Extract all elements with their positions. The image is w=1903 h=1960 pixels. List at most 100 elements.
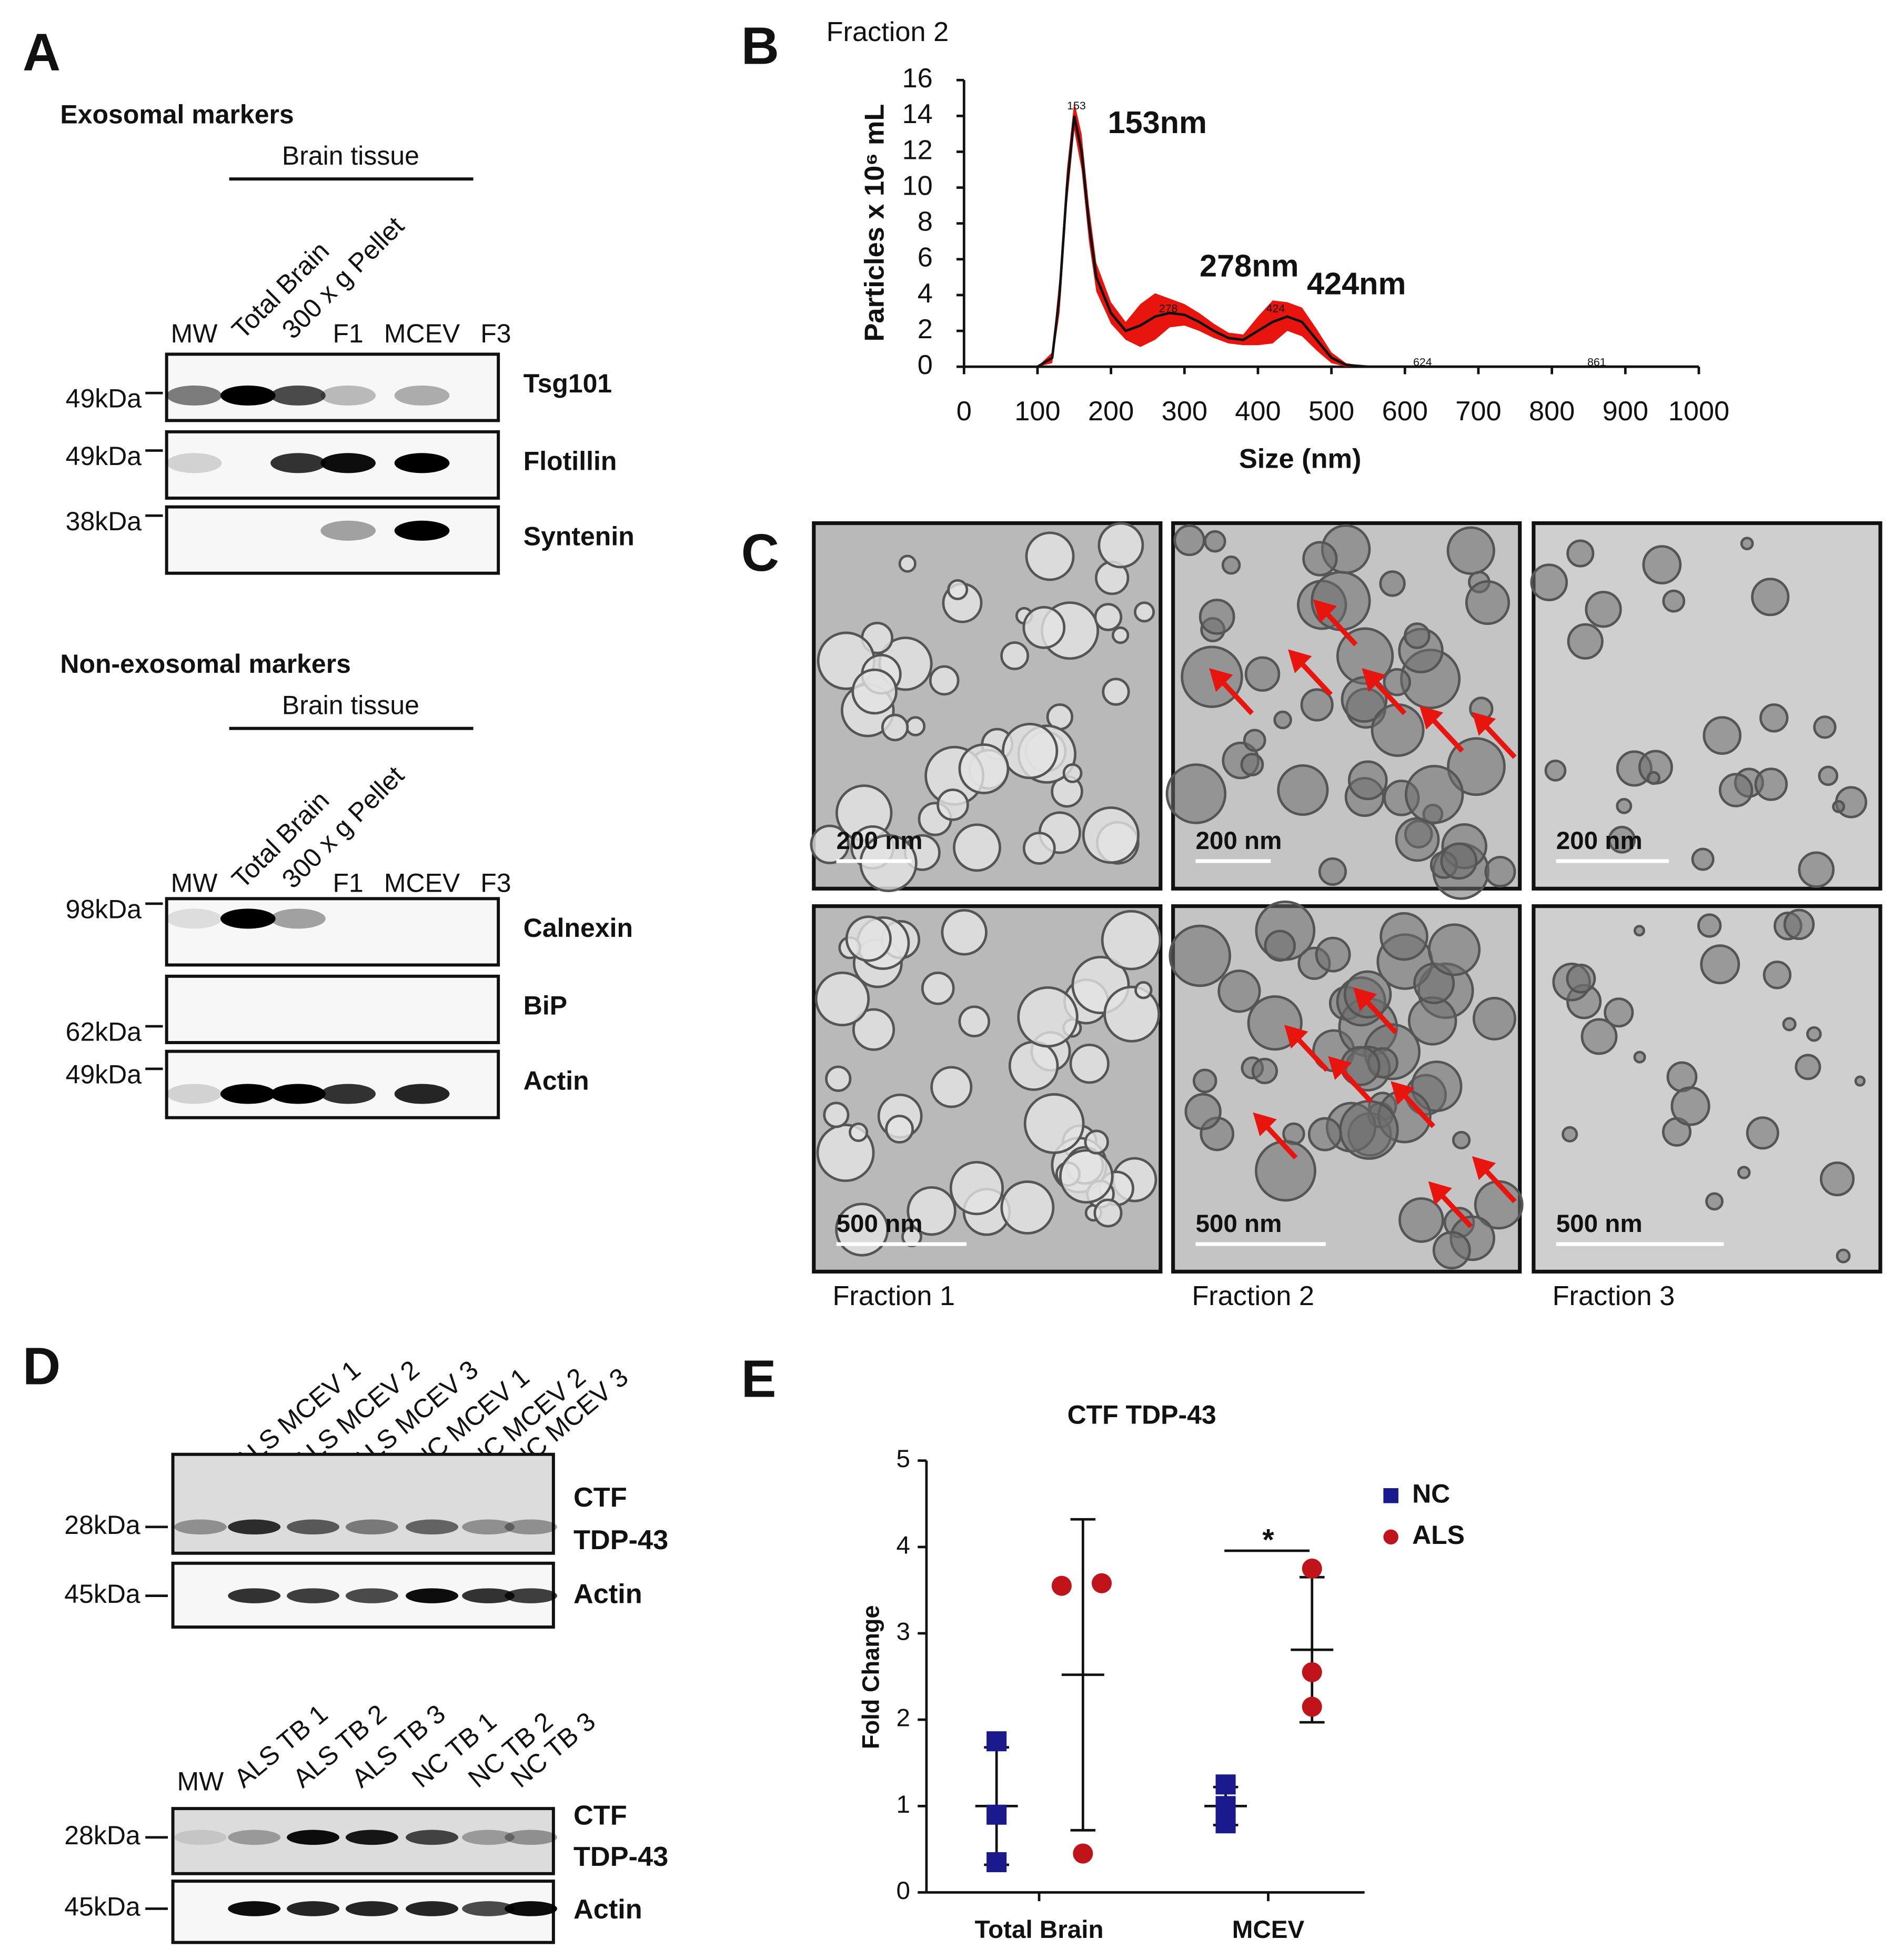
vesicle (1302, 541, 1338, 577)
peak-label: 153 (1067, 99, 1086, 112)
vesicle (1318, 857, 1347, 886)
point (986, 1804, 1007, 1825)
kda-label: 49kDa (66, 384, 142, 413)
blot (171, 1452, 555, 1555)
vesicle (1465, 580, 1511, 625)
x-tick-label: 300 (1162, 396, 1207, 427)
chart-title: CTF TDP-43 (1068, 1400, 1216, 1430)
vesicle (1347, 760, 1388, 801)
vesicle (1446, 526, 1495, 575)
x-tick-label: 900 (1603, 396, 1648, 427)
vesicle (1240, 753, 1264, 776)
band (394, 1084, 450, 1104)
vesicle (1703, 716, 1741, 755)
vesicle (907, 1186, 956, 1236)
vesicle (1832, 800, 1846, 813)
panel-label: A (23, 23, 61, 82)
vesicle (1737, 1166, 1751, 1179)
vesicle (1697, 913, 1722, 938)
vesicle (1427, 923, 1481, 976)
vesicle (1221, 555, 1241, 575)
vesicle (1025, 531, 1075, 581)
group-label: Brain tissue (282, 141, 419, 170)
marker-label: Flotillin (523, 447, 617, 476)
vesicle (881, 713, 909, 742)
vesicle (1084, 1129, 1109, 1155)
vesicle (1670, 1086, 1710, 1126)
vesicle (1000, 1180, 1055, 1235)
band (320, 385, 376, 406)
band (406, 1519, 459, 1535)
annotation: 424nm (1307, 266, 1406, 301)
x-tick-label: 400 (1235, 396, 1281, 427)
vesicle (1379, 570, 1406, 597)
x-tick-label: 500 (1308, 396, 1354, 427)
band (345, 1519, 398, 1535)
y-tick-label: 1 (897, 1791, 910, 1818)
peak-label: 278 (1159, 302, 1178, 315)
arrow-head (1472, 712, 1496, 736)
vesicle (1134, 981, 1153, 999)
band (166, 908, 222, 929)
vesicle (1818, 765, 1839, 786)
vesicle (1566, 963, 1596, 994)
vesicle (1000, 641, 1030, 671)
legend-marker (1383, 1529, 1398, 1545)
band (287, 1588, 340, 1603)
point (1091, 1573, 1112, 1593)
y-tick-label: 3 (897, 1618, 910, 1646)
y-tick-label: 2 (918, 314, 933, 345)
vesicle (1813, 715, 1837, 739)
vesicle (929, 665, 960, 696)
significance-label: * (1262, 1523, 1274, 1557)
vesicle (958, 743, 1010, 794)
blot-title: Exosomal markers (60, 99, 294, 129)
vesicle (1633, 1050, 1646, 1064)
kda-label: 28kDa (64, 1510, 140, 1540)
vesicle (1371, 703, 1425, 757)
marker-label: Actin (573, 1894, 642, 1925)
marker-label: BiP (523, 991, 567, 1021)
vesicle (1566, 539, 1595, 568)
peak-label: 424 (1266, 302, 1285, 315)
marker-label: Actin (573, 1579, 642, 1609)
scale-bar-label: 200 nm (1195, 827, 1282, 855)
vesicle (814, 971, 870, 1027)
band (406, 1830, 459, 1845)
band (228, 1519, 281, 1535)
legend-label: ALS (1412, 1520, 1465, 1550)
vesicle (1718, 773, 1754, 807)
y-tick-label: 10 (902, 170, 933, 201)
marker-label: TDP-43 (573, 1525, 668, 1555)
vesicle (1447, 737, 1506, 796)
vesicle (1633, 925, 1645, 937)
band (505, 1901, 558, 1916)
band (228, 1588, 281, 1603)
band (270, 385, 326, 406)
vesicle (1819, 1161, 1855, 1197)
band (394, 385, 450, 406)
vesicle (930, 1066, 973, 1108)
vesicle (1165, 763, 1227, 824)
band (174, 1519, 227, 1535)
vesicle (901, 1226, 922, 1247)
band (287, 1519, 340, 1535)
vesicle (1585, 591, 1622, 628)
band (462, 1588, 515, 1603)
x-tick-label: 700 (1455, 396, 1501, 427)
scale-bar-label: 200 nm (837, 827, 923, 855)
arrow-head (1428, 1181, 1452, 1205)
point (986, 1731, 1007, 1752)
vesicle (1854, 1075, 1866, 1087)
vesicle (1251, 1057, 1278, 1085)
lane-label: MW (171, 319, 218, 348)
blot (165, 974, 500, 1044)
caption: Fraction 3 (1553, 1281, 1675, 1311)
marker-label: CTF (573, 1482, 627, 1513)
vesicle (1782, 1017, 1797, 1032)
x-tick-label: Total Brain (975, 1916, 1104, 1944)
band (462, 1830, 515, 1845)
x-tick-label: 0 (956, 396, 972, 427)
vesicle (1341, 676, 1388, 723)
